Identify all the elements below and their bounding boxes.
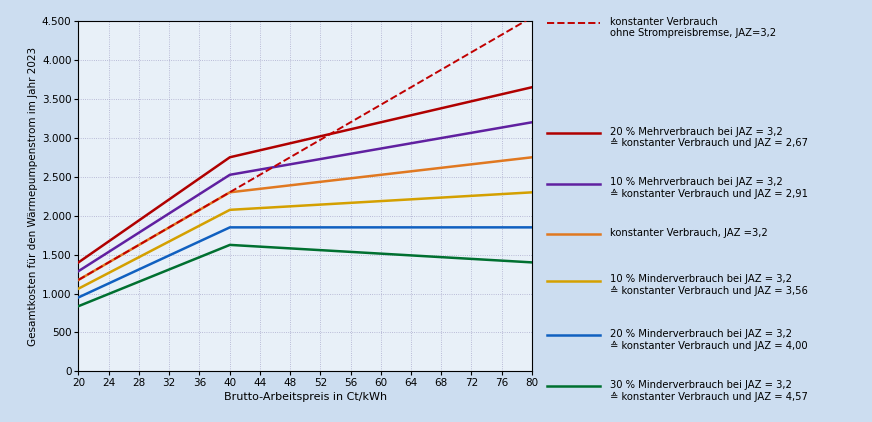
Text: 10 % Minderverbrauch bei JAZ = 3,2
≙ konstanter Verbrauch und JAZ = 3,56: 10 % Minderverbrauch bei JAZ = 3,2 ≙ kon… bbox=[610, 274, 808, 296]
Text: konstanter Verbrauch, JAZ =3,2: konstanter Verbrauch, JAZ =3,2 bbox=[610, 228, 768, 238]
Text: 10 % Mehrverbrauch bei JAZ = 3,2
≙ konstanter Verbrauch und JAZ = 2,91: 10 % Mehrverbrauch bei JAZ = 3,2 ≙ konst… bbox=[610, 177, 808, 199]
Text: 30 % Minderverbrauch bei JAZ = 3,2
≙ konstanter Verbrauch und JAZ = 4,57: 30 % Minderverbrauch bei JAZ = 3,2 ≙ kon… bbox=[610, 380, 808, 402]
Y-axis label: Gesamtkosten für den Wärmepumpenstrom im Jahr 2023: Gesamtkosten für den Wärmepumpenstrom im… bbox=[28, 47, 37, 346]
X-axis label: Brutto-Arbeitspreis in Ct/kWh: Brutto-Arbeitspreis in Ct/kWh bbox=[223, 392, 387, 403]
Text: konstanter Verbrauch
ohne Strompreisbremse, JAZ=3,2: konstanter Verbrauch ohne Strompreisbrem… bbox=[610, 17, 776, 38]
Text: 20 % Minderverbrauch bei JAZ = 3,2
≙ konstanter Verbrauch und JAZ = 4,00: 20 % Minderverbrauch bei JAZ = 3,2 ≙ kon… bbox=[610, 329, 807, 351]
Text: 20 % Mehrverbrauch bei JAZ = 3,2
≙ konstanter Verbrauch und JAZ = 2,67: 20 % Mehrverbrauch bei JAZ = 3,2 ≙ konst… bbox=[610, 127, 808, 149]
